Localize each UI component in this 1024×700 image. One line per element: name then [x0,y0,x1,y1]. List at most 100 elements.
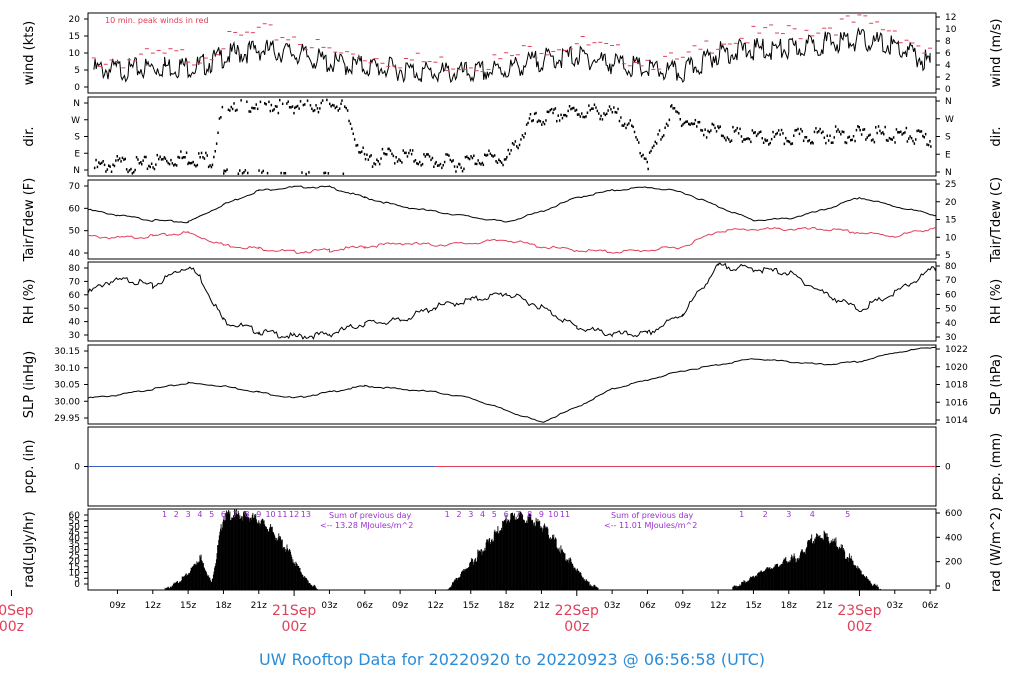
rad-hour-mark: 4 [810,510,815,519]
dir-point [520,138,522,141]
left-tick-label: 30 [69,331,81,341]
dir-point [855,128,858,132]
time-tick-label: 21z [533,601,549,611]
dir-point [808,139,811,142]
dir-point [464,155,467,159]
dir-point [414,159,417,162]
rad-hour-mark: 8 [527,510,532,519]
dir-point [737,132,740,135]
dir-point [736,126,738,130]
dir-point [787,140,790,143]
dir-point [823,136,826,139]
left-tick-label: 30.15 [54,347,80,357]
dir-point [433,165,435,168]
dir-point [237,172,240,175]
dir-point [323,171,325,175]
dir-point [295,105,297,109]
dir-point [256,107,259,111]
right-tick-label: 4 [945,61,951,71]
dir-point [800,127,802,131]
dir-point [330,105,332,108]
dir-point [665,122,668,126]
dir-point [693,122,696,125]
dir-point [358,151,360,154]
dir-point [755,134,758,138]
dir-point [541,123,543,126]
dir-point [826,134,828,137]
dir-point [650,149,652,153]
dir-point [869,133,871,137]
date-label-day: 22Sep [555,603,599,619]
dir-point [651,146,654,149]
dir-point [862,128,864,131]
time-tick-label: 06z [357,601,373,611]
dir-point [485,154,487,157]
left-tick-label: 15 [69,32,80,42]
dir-point [389,149,392,152]
dir-point [143,155,146,159]
dir-point [352,132,354,135]
dir-point [697,121,699,124]
dir-point [426,153,428,156]
dir-point [334,106,337,110]
dir-point [710,129,712,132]
rad-hour-mark: 4 [480,510,485,519]
left-tick-label: 10 [69,49,81,59]
dir-point [679,118,681,121]
dir-point [196,163,199,167]
dir-point [98,161,100,164]
dir-point [117,158,119,162]
dir-point [793,134,795,137]
dir-point [917,129,920,132]
dir-point [700,128,702,132]
dir-point [660,138,662,141]
dir-point [898,131,900,134]
dir-point [370,154,372,157]
left-tick-label: 80 [69,264,81,274]
dir-point [782,132,784,135]
y-axis-label-left: dir. [22,126,37,146]
dir-point [884,125,886,129]
time-tick-label: 21z [816,601,832,611]
dir-point [434,162,436,165]
dir-point [217,131,219,134]
time-tick-label: 03z [887,601,903,611]
dir-point [148,164,150,168]
rad-hour-mark: 5 [492,510,497,519]
dir-point [615,111,618,114]
dir-point [455,170,457,173]
dir-point [686,120,688,123]
dir-point [690,122,693,125]
dir-point [549,108,551,112]
dir-point [533,112,536,116]
dir-point [744,138,746,141]
dir-point [105,170,107,173]
left-tick-label: 30 [69,546,81,556]
dir-point [518,143,521,147]
dir-point [848,135,851,139]
dir-point [378,162,381,166]
dir-point [341,99,343,102]
dir-point [392,154,395,158]
dir-point [445,153,447,156]
left-tick-label: 35 [69,540,80,550]
dir-point [761,137,763,140]
dir-point [841,130,843,133]
dir-point [663,134,665,137]
dir-point [489,152,492,155]
dir-point [608,105,611,108]
rad-annotation: <-- 13.28 MJoules/m^2 [320,521,413,530]
dir-point [348,119,350,123]
dir-point [664,126,666,129]
right-tick-label: E [945,150,951,160]
dir-point [142,159,144,162]
y-axis-label-left: Tair/Tdew (F) [22,178,37,263]
dir-point [683,121,686,125]
dir-point [689,123,691,126]
dir-point [748,137,751,141]
panel-frame [87,12,937,94]
dir-point [446,153,449,156]
dir-point [505,158,507,161]
dir-point [133,170,135,174]
dir-point [834,125,837,128]
